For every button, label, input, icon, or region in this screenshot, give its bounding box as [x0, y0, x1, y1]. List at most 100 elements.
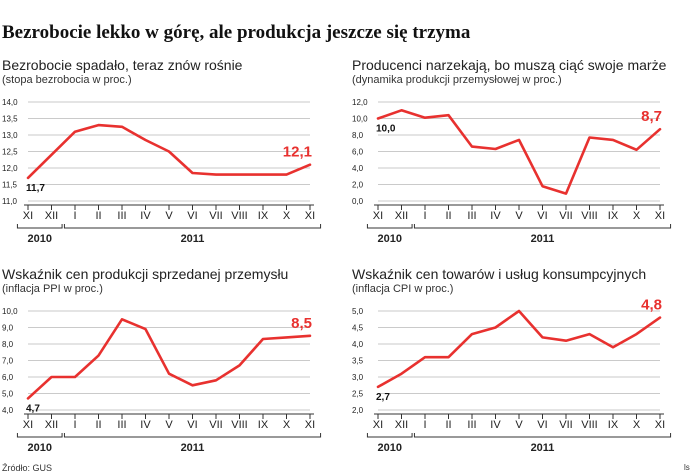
data-label-first: 2,7	[376, 392, 390, 403]
year-bracket	[366, 433, 413, 438]
x-tick-label: IX	[258, 210, 269, 222]
year-label: 2010	[28, 233, 52, 245]
chart-production: 12,010,08,06,04,02,00,0XI XII I II III IV V VI V…	[352, 98, 672, 245]
x-tick-label: VI	[537, 210, 547, 222]
year-label: 2010	[378, 233, 402, 245]
data-label-first: 11,7	[26, 183, 45, 194]
chart-cpi: 5,04,54,03,53,02,52,0XI XII I II III IV V VI VII…	[352, 297, 672, 454]
x-tick-label: XII	[45, 419, 58, 431]
x-tick-label: X	[633, 210, 641, 222]
y-tick-label: 6,0	[2, 373, 14, 382]
y-tick-label: 0,0	[352, 197, 364, 206]
x-tick-label: IV	[140, 210, 151, 222]
x-tick-label: X	[633, 419, 641, 431]
x-tick-label: III	[467, 210, 476, 222]
series-line	[26, 317, 312, 400]
chart-subtitle: (stopa bezrobocia w proc.)	[2, 74, 132, 86]
data-label-first: 10,0	[376, 124, 396, 135]
x-tick-label: I	[423, 210, 426, 222]
x-tick-label: IV	[490, 419, 501, 431]
x-tick-label: XI	[305, 419, 315, 431]
x-tick-label: IV	[140, 419, 151, 431]
x-tick-label: II	[445, 419, 451, 431]
year-label: 2010	[28, 442, 52, 454]
y-tick-label: 5,0	[352, 307, 364, 316]
x-tick-label: VII	[559, 210, 572, 222]
headline: Bezrobocie lekko w górę, ale produkcja j…	[2, 22, 471, 43]
y-tick-label: 11,0	[2, 197, 18, 206]
y-tick-label: 8,0	[352, 131, 364, 140]
x-tick-label: II	[95, 210, 101, 222]
y-tick-label: 2,5	[352, 390, 364, 399]
x-tick-label: VII	[209, 210, 222, 222]
source-mark: ls	[684, 463, 690, 472]
x-tick-label: III	[117, 419, 126, 431]
y-tick-label: 10,0	[352, 115, 368, 124]
chart-title: Producenci narzekają, bo muszą ciąć swoj…	[352, 57, 667, 73]
x-tick-label: V	[165, 210, 173, 222]
year-label: 2011	[181, 442, 205, 454]
year-bracket	[16, 433, 63, 438]
x-tick-label: II	[445, 210, 451, 222]
year-bracket	[63, 224, 322, 229]
y-tick-label: 4,0	[352, 164, 364, 173]
source-note: Źródło: GUS	[2, 463, 53, 473]
y-tick-label: 4,0	[352, 340, 364, 349]
x-tick-label: VIII	[231, 419, 248, 431]
x-tick-label: VIII	[231, 210, 248, 222]
chart-subtitle: (inflacja CPI w proc.)	[352, 283, 454, 295]
y-tick-label: 3,0	[352, 373, 364, 382]
data-label-first: 4,7	[26, 403, 40, 414]
x-tick-label: VIII	[581, 419, 598, 431]
x-tick-label: VI	[187, 210, 197, 222]
x-tick-label: X	[283, 210, 291, 222]
x-tick-label: XI	[655, 419, 665, 431]
y-tick-label: 4,5	[352, 324, 364, 333]
chart-panel-production: Producenci narzekają, bo muszą ciąć swoj…	[352, 57, 692, 257]
x-tick-label: VII	[209, 419, 222, 431]
y-tick-label: 9,0	[2, 324, 14, 333]
y-tick-label: 12,0	[352, 98, 368, 107]
x-tick-label: V	[165, 419, 173, 431]
x-tick-label: XI	[373, 419, 383, 431]
year-label: 2011	[531, 233, 555, 245]
chart-title: Wskaźnik cen towarów i usług konsumpcyjn…	[352, 266, 647, 282]
x-tick-label: XII	[395, 419, 408, 431]
series-line	[376, 309, 662, 389]
year-label: 2010	[378, 442, 402, 454]
x-tick-label: IX	[608, 419, 619, 431]
x-tick-label: VIII	[581, 210, 598, 222]
year-bracket	[366, 224, 413, 229]
chart-panel-ppi: Wskaźnik cen produkcji sprzedanej przemy…	[2, 266, 342, 466]
chart-title: Wskaźnik cen produkcji sprzedanej przemy…	[2, 266, 289, 282]
chart-subtitle: (dynamika produkcji przemysłowej w proc.…	[352, 74, 562, 86]
y-tick-label: 10,0	[2, 307, 18, 316]
x-tick-label: X	[283, 419, 291, 431]
series-line	[26, 123, 312, 180]
y-tick-label: 13,5	[2, 115, 18, 124]
data-label-last: 8,5	[291, 315, 312, 332]
y-tick-label: 14,0	[2, 98, 18, 107]
chart-unemployment: 14,013,513,012,512,011,511,0XI XII I II III I…	[2, 98, 322, 245]
chart-subtitle: (inflacja PPI w proc.)	[2, 283, 103, 295]
x-tick-label: XII	[45, 210, 58, 222]
x-tick-label: V	[515, 210, 523, 222]
x-tick-label: IX	[608, 210, 619, 222]
x-tick-label: XII	[395, 210, 408, 222]
x-tick-label: III	[467, 419, 476, 431]
y-tick-label: 5,0	[2, 390, 14, 399]
x-tick-label: VI	[187, 419, 197, 431]
y-tick-label: 12,5	[2, 148, 18, 157]
year-label: 2011	[181, 233, 205, 245]
y-tick-label: 3,5	[352, 357, 364, 366]
y-tick-label: 13,0	[2, 131, 18, 140]
year-label: 2011	[531, 442, 555, 454]
y-tick-label: 12,0	[2, 164, 18, 173]
year-bracket	[413, 433, 672, 438]
y-tick-label: 4,0	[2, 406, 14, 415]
x-tick-label: XI	[305, 210, 315, 222]
x-tick-label: VI	[537, 419, 547, 431]
y-tick-label: 7,0	[2, 357, 14, 366]
series-line	[376, 108, 662, 195]
year-bracket	[413, 224, 672, 229]
